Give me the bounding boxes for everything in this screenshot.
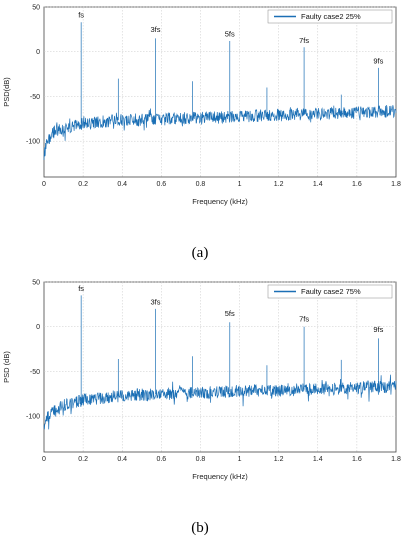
harmonic-label: fs — [78, 11, 84, 20]
annotations-b: fs 3fs 5fs 7fs 9fs — [78, 284, 383, 334]
series-line-a — [43, 22, 397, 160]
y-axis-label-a: PSD(dB) — [2, 77, 11, 107]
annotations-a: fs 3fs 5fs 7fs 9fs — [78, 11, 383, 66]
x-tick-label: 0.8 — [196, 181, 206, 188]
y-tick-label: -100 — [26, 414, 40, 421]
x-tick-label: 0 — [42, 181, 46, 188]
x-tick-label: 1.4 — [313, 181, 323, 188]
grid-a — [44, 6, 396, 177]
harmonic-label: 5fs — [225, 30, 235, 39]
psd-chart-a: 0 0.2 0.4 0.6 0.8 1 1.2 1.4 1.6 1.8 50 0 -50 -100 fs 3… — [2, 5, 401, 262]
caption-b: (b) — [191, 520, 209, 536]
psd-chart-b: 0 0.2 0.4 0.6 0.8 1 1.2 1.4 1.6 1.8 50 0 -50 -100 fs 3… — [0, 275, 401, 550]
plot-area-b — [43, 281, 397, 453]
x-tick-label: 1.2 — [274, 181, 284, 188]
x-tick-label: 1.4 — [313, 456, 323, 463]
ticks-a: 0 0.2 0.4 0.6 0.8 1 1.2 1.4 1.6 1.8 50 0 -50 -100 — [26, 5, 401, 189]
plot-area-a — [43, 6, 397, 178]
y-tick-label: -50 — [30, 94, 40, 101]
x-axis-label-b: Frequency (kHz) — [192, 472, 248, 481]
harmonic-label: fs — [78, 284, 84, 293]
y-tick-label: 50 — [32, 280, 40, 287]
series-line-b — [43, 295, 397, 430]
harmonic-label: 7fs — [299, 314, 309, 323]
legend-a: Faulty case2 25% — [267, 9, 393, 24]
legend-box-a — [267, 9, 393, 24]
grid-b — [44, 281, 396, 452]
legend-label-a: Faulty case2 25% — [301, 12, 361, 21]
x-tick-label: 0.8 — [196, 456, 206, 463]
series-a — [43, 22, 397, 160]
x-tick-label: 1.2 — [274, 456, 284, 463]
x-axis-label-a: Frequency (kHz) — [192, 197, 248, 206]
x-tick-label: 0.2 — [78, 181, 88, 188]
harmonic-label: 3fs — [150, 297, 160, 306]
caption-a: (a) — [192, 245, 209, 261]
psd-chart-b-svg: 0 0.2 0.4 0.6 0.8 1 1.2 1.4 1.6 1.8 50 0 -50 -100 fs 3… — [2, 280, 401, 537]
y-tick-label: -100 — [26, 139, 40, 146]
x-tick-label: 0.2 — [78, 456, 88, 463]
legend-label-b: Faulty case2 75% — [301, 287, 361, 296]
psd-chart-a-svg: 0 0.2 0.4 0.6 0.8 1 1.2 1.4 1.6 1.8 50 0 -50 -100 fs 3… — [2, 5, 401, 262]
x-tick-label: 0 — [42, 456, 46, 463]
ticks-b: 0 0.2 0.4 0.6 0.8 1 1.2 1.4 1.6 1.8 50 0 -50 -100 — [26, 280, 401, 464]
legend-box-b — [267, 284, 393, 299]
y-tick-label: 50 — [32, 5, 40, 12]
x-tick-label: 0.4 — [117, 181, 127, 188]
x-tick-label: 1 — [238, 456, 242, 463]
x-tick-label: 0.6 — [156, 181, 166, 188]
y-axis-label-b: PSD (dB) — [2, 351, 11, 383]
x-tick-label: 1.8 — [391, 456, 401, 463]
harmonic-label: 3fs — [150, 25, 160, 34]
legend-b: Faulty case2 75% — [267, 284, 393, 299]
x-tick-label: 1.8 — [391, 181, 401, 188]
harmonic-label: 9fs — [373, 56, 383, 65]
harmonic-label: 7fs — [299, 36, 309, 45]
x-tick-label: 1 — [238, 181, 242, 188]
y-tick-label: 0 — [36, 49, 40, 56]
harmonic-label: 5fs — [225, 309, 235, 318]
x-tick-label: 1.6 — [352, 456, 362, 463]
y-tick-label: -50 — [30, 369, 40, 376]
series-b — [43, 295, 397, 430]
x-tick-label: 0.4 — [117, 456, 127, 463]
y-tick-label: 0 — [36, 324, 40, 331]
x-tick-label: 1.6 — [352, 181, 362, 188]
harmonic-label: 9fs — [373, 325, 383, 334]
x-tick-label: 0.6 — [156, 456, 166, 463]
